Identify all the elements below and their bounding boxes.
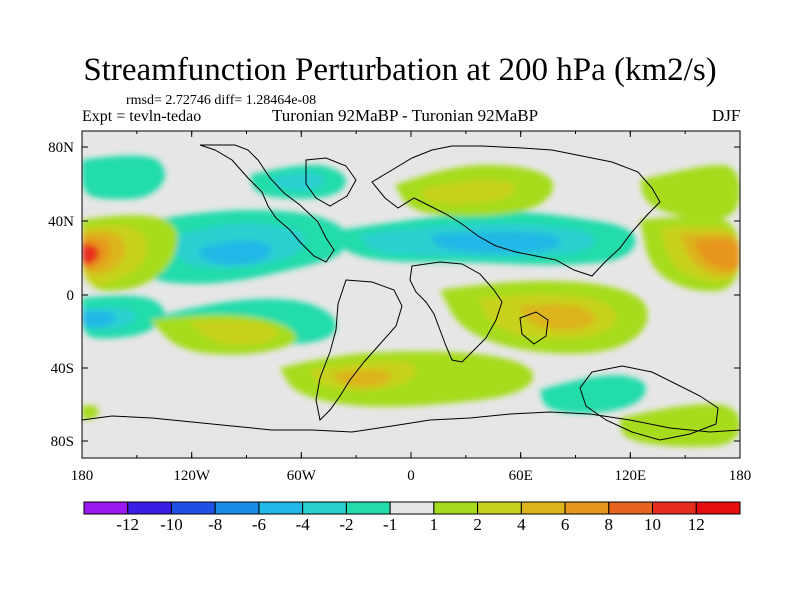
colorbar-swatch xyxy=(258,501,304,515)
coastline-eurasia xyxy=(371,145,661,277)
anomaly-region xyxy=(330,369,392,388)
anomaly-region xyxy=(520,304,595,330)
colorbar-swatch xyxy=(345,501,391,515)
colorbar-label: -2 xyxy=(339,515,353,534)
colorbar-label: 4 xyxy=(517,515,526,534)
colorbar-label: 10 xyxy=(644,515,661,534)
colorbar: -12 -10 -8 -6 -4 -2 -1 1 2 4 6 8 10 12 xyxy=(83,501,741,534)
lat-label: 80S xyxy=(51,434,74,450)
coastline-india xyxy=(519,311,549,345)
lon-label: 0 xyxy=(407,468,415,484)
lon-label: 180 xyxy=(729,468,752,484)
colorbar-swatch xyxy=(389,501,435,515)
anomaly-region xyxy=(270,172,325,192)
coastline-australia xyxy=(579,365,719,441)
paleo-coastlines xyxy=(82,144,740,441)
lat-label: 40N xyxy=(48,214,74,230)
colorbar-swatch xyxy=(127,501,172,515)
anomaly-region xyxy=(620,404,740,447)
lat-label: 80N xyxy=(48,140,74,156)
anomaly-region xyxy=(695,239,740,270)
anomaly-region xyxy=(82,311,116,328)
lat-label: 0 xyxy=(67,288,75,304)
colorbar-label: -12 xyxy=(116,515,139,534)
colorbar-swatch xyxy=(477,501,522,515)
colorbar-swatch xyxy=(170,501,216,515)
colorbar-swatch xyxy=(652,501,697,515)
colorbar-label: -6 xyxy=(252,515,266,534)
colorbar-swatch xyxy=(695,501,741,515)
anomaly-region xyxy=(540,375,646,414)
colorbar-label: 2 xyxy=(473,515,482,534)
coastline-north-america xyxy=(199,144,335,263)
axis-ticks xyxy=(81,131,741,458)
field-layer xyxy=(82,131,740,458)
rmsd-diff-stats: rmsd= 2.72746 diff= 1.28464e-08 xyxy=(126,93,317,108)
comparison-label: Turonian 92MaBP - Turonian 92MaBP xyxy=(272,106,539,125)
colorbar-swatch xyxy=(214,501,260,515)
colorbar-swatch xyxy=(564,501,610,515)
anomaly-region xyxy=(200,240,272,265)
colorbar-swatch xyxy=(433,501,479,515)
season-label: DJF xyxy=(712,106,741,125)
anomaly-region xyxy=(190,320,279,345)
lon-label: 120E xyxy=(614,468,646,484)
anomaly-region xyxy=(640,165,740,220)
colorbar-label: 12 xyxy=(688,515,705,534)
anomaly-region xyxy=(82,155,165,200)
colorbar-swatch xyxy=(520,501,566,515)
colorbar-label: -10 xyxy=(160,515,183,534)
colorbar-label: -1 xyxy=(383,515,397,534)
lon-label: 120W xyxy=(173,468,211,484)
coastline-greenland xyxy=(305,157,357,207)
experiment-label: Expt = tevln-tedao xyxy=(82,108,202,125)
anomaly-region xyxy=(82,244,99,266)
lat-label: 40S xyxy=(51,361,74,377)
coastline-antarctica xyxy=(82,411,740,433)
colorbar-swatch xyxy=(608,501,654,515)
colorbar-label: -8 xyxy=(208,515,222,534)
colorbar-label: -4 xyxy=(296,515,311,534)
map-title: Streamfunction Perturbation at 200 hPa (… xyxy=(83,52,717,88)
lon-label: 180 xyxy=(71,468,94,484)
colorbar-swatch xyxy=(302,501,347,515)
colorbar-label: 1 xyxy=(430,515,439,534)
coastline-africa xyxy=(409,261,503,363)
colorbar-label: 8 xyxy=(605,515,614,534)
anomaly-region xyxy=(430,231,561,253)
axis-labels: 80N 40N 0 40S 80S 180 120W 60W 0 60E 120E 180 xyxy=(48,140,751,484)
anomaly-region xyxy=(420,179,516,205)
colorbar-swatch xyxy=(83,501,129,515)
lon-label: 60W xyxy=(287,468,317,484)
lon-label: 60E xyxy=(509,468,533,484)
colorbar-label: 6 xyxy=(561,515,570,534)
anomaly-region xyxy=(82,405,99,420)
coastline-south-america xyxy=(315,279,403,422)
